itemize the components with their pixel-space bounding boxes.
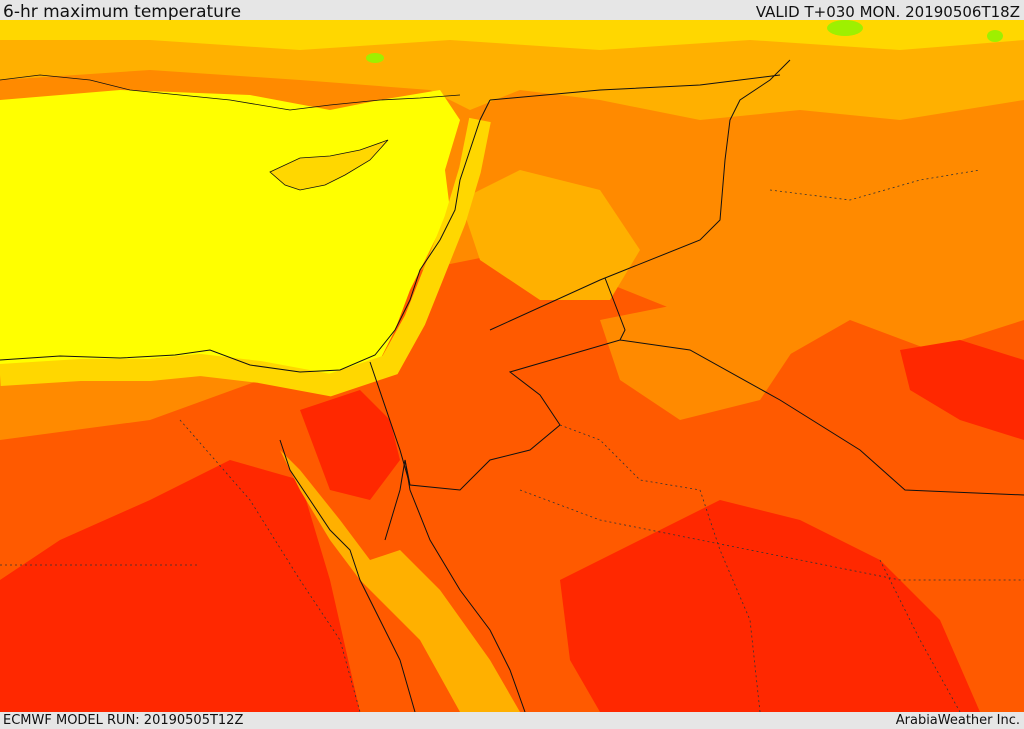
border-lines: [369, 59, 1024, 496]
coastline-med: [0, 119, 481, 373]
internal-borders: [0, 169, 1024, 712]
valid-time: VALID T+030 MON. 20190506T18Z: [755, 3, 1020, 21]
footer-bar: ECMWF MODEL RUN: 20190505T12Z ArabiaWeat…: [0, 712, 1024, 729]
green-spot-west: [366, 53, 384, 63]
green-spot-ne: [987, 30, 1003, 42]
red-zone-west: [0, 460, 360, 712]
gold-north-band: [0, 20, 1024, 50]
coastline-redsea-west: [279, 439, 416, 712]
orange-zone-center: [600, 300, 800, 420]
cyprus: [269, 139, 389, 191]
header-bar: 6-hr maximum temperature VALID T+030 MON…: [0, 0, 1024, 22]
model-run: ECMWF MODEL RUN: 20190505T12Z: [3, 713, 244, 728]
green-spot-north: [827, 20, 863, 36]
red-sea: [280, 450, 520, 712]
credit: ArabiaWeather Inc.: [895, 713, 1020, 728]
mediterranean-sea: [0, 90, 460, 375]
red-zone-gulf: [900, 340, 1024, 440]
temperature-map: [0, 20, 1024, 712]
red-zone-sinai: [300, 390, 400, 500]
coastline-north: [0, 74, 461, 111]
light-orange-jordan: [460, 170, 640, 300]
orange-zone-east: [720, 130, 950, 300]
red-zone-arabia: [560, 500, 980, 712]
coastline-redsea-east: [384, 459, 526, 712]
map-title: 6-hr maximum temperature: [3, 2, 242, 22]
gold-coast-band: [0, 117, 491, 397]
